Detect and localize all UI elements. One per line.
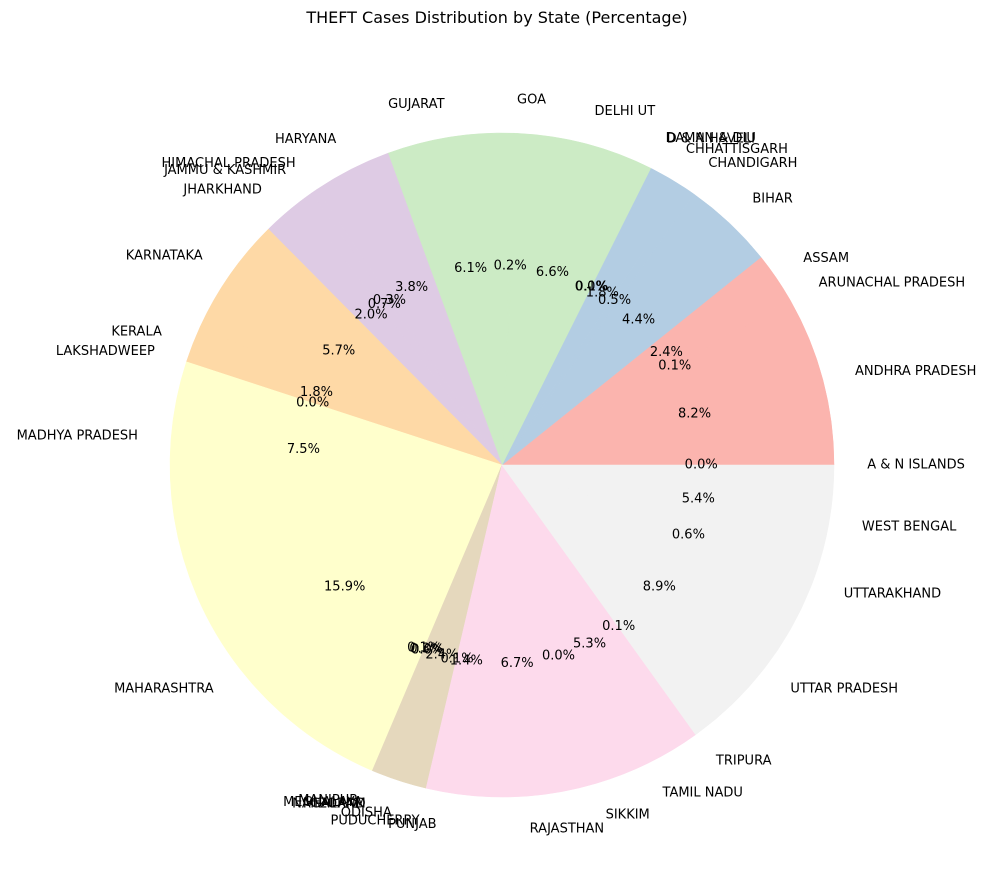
pie-percent-label-daman-diu: 0.0% bbox=[575, 279, 608, 294]
pie-percent-label-odisha: 2.4% bbox=[425, 647, 458, 662]
pie-category-labels: A & N ISLANDS ANDHRA PRADESH ARUNACHAL PRA… bbox=[17, 93, 977, 837]
pie-percent-label-delhi-ut: 6.6% bbox=[536, 265, 569, 280]
pie-category-label-mizoram: MIZORAM bbox=[303, 796, 366, 811]
pie-category-label-sikkim: SIKKIM bbox=[606, 808, 650, 823]
pie-percent-label-punjab: 1.4% bbox=[450, 653, 483, 668]
pie-slice-rajasthan bbox=[456, 464, 597, 798]
pie-percent-label-bihar: 4.4% bbox=[622, 312, 655, 327]
pie-percent-label-d-n-haveli: 0.1% bbox=[575, 280, 608, 295]
pie-percent-label-jammu-kashmir: 0.7% bbox=[368, 297, 401, 312]
pie-category-label-punjab: PUNJAB bbox=[388, 817, 437, 832]
pie-percent-label-madhya-pradesh: 7.5% bbox=[287, 442, 320, 457]
pie-percent-label-chhattisgarh: 1.8% bbox=[586, 285, 619, 300]
pie-category-label-jammu-kashmir: JAMMU & KASHMIR bbox=[163, 163, 286, 178]
pie-category-label-maharashtra: MAHARASHTRA bbox=[114, 682, 214, 697]
pie-category-label-andhra-pradesh: ANDHRA PRADESH bbox=[855, 364, 976, 379]
pie-category-label-kerala: KERALA bbox=[111, 324, 162, 339]
pie-slice-maharashtra bbox=[173, 464, 503, 771]
pie-category-label-chandigarh: CHANDIGARH bbox=[708, 156, 797, 171]
pie-category-label-arunachal-pradesh: ARUNACHAL PRADESH bbox=[819, 276, 965, 291]
pie-category-label-puducherry: PUDUCHERRY bbox=[330, 813, 419, 828]
pie-percent-label-karnataka: 5.7% bbox=[322, 343, 355, 358]
pie-category-label-haryana: HARYANA bbox=[275, 132, 336, 147]
pie-category-label-gujarat: GUJARAT bbox=[388, 97, 444, 112]
pie-slice-uttar-pradesh bbox=[501, 464, 811, 734]
pie-percent-label-maharashtra: 15.9% bbox=[324, 580, 365, 595]
pie-percent-label-tripura: 0.1% bbox=[602, 619, 635, 634]
pie-percent-label-assam: 2.4% bbox=[650, 345, 683, 360]
pie-slice-west-bengal bbox=[501, 464, 835, 577]
pie-percent-label-meghalaya: 0.3% bbox=[409, 642, 442, 657]
pie-category-label-goa: GOA bbox=[517, 93, 546, 108]
pie-percent-label-a-n-islands: 0.0% bbox=[685, 458, 718, 473]
pie-category-label-odisha: ODISHA bbox=[341, 806, 392, 821]
pie-slice-madhya-pradesh bbox=[169, 361, 503, 518]
pie-percent-label-jharkhand: 2.0% bbox=[355, 307, 388, 322]
pie-percent-label-gujarat: 6.1% bbox=[454, 261, 487, 276]
pie-category-label-madhya-pradesh: MADHYA PRADESH bbox=[17, 429, 138, 444]
pie-category-label-himachal-pradesh: HIMACHAL PRADESH bbox=[162, 156, 296, 171]
pie-percent-label-rajasthan: 6.7% bbox=[501, 656, 534, 671]
pie-category-label-uttar-pradesh: UTTAR PRADESH bbox=[790, 682, 898, 697]
pie-percent-label-puducherry: 0.1% bbox=[441, 652, 474, 667]
pie-category-label-lakshadweep: LAKSHADWEEP bbox=[56, 344, 155, 359]
pie-percent-label-uttar-pradesh: 8.9% bbox=[643, 580, 676, 595]
pie-category-label-west-bengal: WEST BENGAL bbox=[862, 520, 957, 535]
pie-category-label-assam: ASSAM bbox=[803, 251, 849, 266]
pie-category-label-a-n-islands: A & N ISLANDS bbox=[867, 458, 965, 473]
pie-category-label-manipur: MANIPUR bbox=[298, 793, 358, 808]
pie-category-label-tamil-nadu: TAMIL NADU bbox=[662, 786, 743, 801]
pie-category-label-uttarakhand: UTTARAKHAND bbox=[844, 586, 941, 601]
pie-percent-label-himachal-pradesh: 0.3% bbox=[373, 293, 406, 308]
pie-slices bbox=[169, 132, 835, 798]
pie-category-label-tripura: TRIPURA bbox=[715, 753, 772, 768]
pie-category-label-karnataka: KARNATAKA bbox=[126, 248, 203, 263]
pie-category-label-rajasthan: RAJASTHAN bbox=[530, 822, 604, 837]
pie-percent-label-nagaland: 0.0% bbox=[411, 642, 444, 657]
pie-slice-gujarat bbox=[387, 132, 514, 466]
pie-percent-label-andhra-pradesh: 8.2% bbox=[678, 406, 711, 421]
pie-percent-label-arunachal-pradesh: 0.1% bbox=[658, 358, 691, 373]
pie-category-label-bihar: BIHAR bbox=[752, 192, 792, 207]
pie-percent-label-chandigarh: 0.5% bbox=[598, 293, 631, 308]
pie-percent-label-haryana: 3.8% bbox=[395, 280, 428, 295]
pie-percent-label-sikkim: 0.0% bbox=[542, 649, 575, 664]
chart-title: THEFT Cases Distribution by State (Perce… bbox=[306, 8, 688, 27]
pie-percent-label-mizoram: 0.0% bbox=[411, 642, 444, 657]
pie-category-label-jharkhand: JHARKHAND bbox=[182, 182, 261, 197]
pie-category-label-meghalaya: MEGHALAYA bbox=[283, 795, 363, 810]
pie-percent-label-manipur: 0.1% bbox=[407, 641, 440, 656]
pie-percent-label-goa: 0.2% bbox=[494, 258, 527, 273]
pie-category-label-chhattisgarh: CHHATTISGARH bbox=[686, 142, 788, 157]
pie-percent-label-west-bengal: 5.4% bbox=[682, 491, 715, 506]
pie-category-label-nagaland: NAGALAND bbox=[292, 796, 366, 811]
pie-percent-label-tamil-nadu: 5.3% bbox=[573, 636, 606, 651]
pie-percent-label-uttarakhand: 0.6% bbox=[672, 528, 705, 543]
pie-percent-label-lakshadweep: 0.0% bbox=[296, 396, 329, 411]
pie-category-label-delhi-ut: DELHI UT bbox=[594, 104, 655, 119]
pie-slice-delhi-ut bbox=[501, 133, 652, 466]
pie-percent-label-kerala: 1.8% bbox=[300, 385, 333, 400]
pie-category-label-d-n-haveli: D & N HAVELI bbox=[667, 132, 755, 147]
pie-category-label-daman-diu: DAMAN & DIU bbox=[666, 131, 756, 146]
pie-percent-labels: 0.0%8.2%0.1%2.4%4.4%0.5%1.8%0.1%0.0%6.6%… bbox=[287, 258, 718, 671]
pie-slice-andhra-pradesh bbox=[501, 300, 835, 466]
